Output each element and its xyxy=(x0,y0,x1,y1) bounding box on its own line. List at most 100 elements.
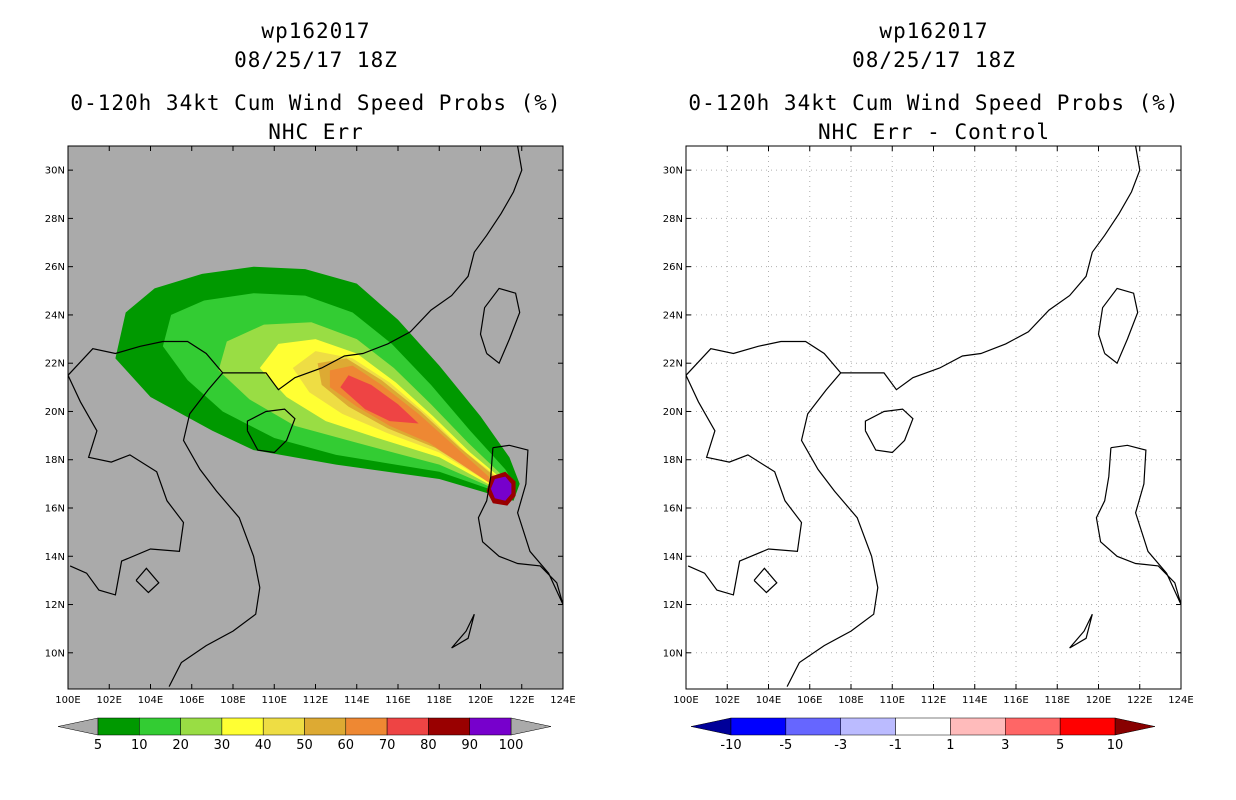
x-tick-label: 118E xyxy=(427,695,452,706)
right-title-block: wp162017 08/25/17 18Z 0-120h 34kt Cum Wi… xyxy=(686,17,1182,147)
x-tick-label: 112E xyxy=(921,695,946,706)
y-tick-label: 16N xyxy=(663,504,683,515)
x-tick-label: 110E xyxy=(262,695,287,706)
colorbar-label: 10 xyxy=(131,738,148,753)
colorbar-label: 3 xyxy=(1001,738,1009,753)
y-tick-label: 16N xyxy=(45,504,65,515)
coastline xyxy=(246,408,296,454)
colorbar-swatch xyxy=(1059,717,1116,736)
left-title-block: wp162017 08/25/17 18Z 0-120h 34kt Cum Wi… xyxy=(68,17,564,147)
colorbar-label: 90 xyxy=(461,738,478,753)
colorbar-label: 50 xyxy=(296,738,313,753)
x-tick-label: 116E xyxy=(385,695,410,706)
y-tick-label: 24N xyxy=(45,310,65,321)
colorbar-label: 100 xyxy=(499,738,524,753)
colorbar-low-arrow xyxy=(690,717,732,736)
colorbar-swatch xyxy=(785,717,841,736)
x-tick-label: 102E xyxy=(715,695,740,706)
colorbar-label: 60 xyxy=(338,738,355,753)
colorbar-label: -1 xyxy=(889,738,902,753)
x-tick-label: 106E xyxy=(179,695,204,706)
x-tick-label: 122E xyxy=(1127,695,1152,706)
y-tick-label: 28N xyxy=(663,214,683,225)
coastline xyxy=(135,567,160,594)
colorbar-swatch xyxy=(386,717,429,736)
colorbar-label: 20 xyxy=(172,738,189,753)
colorbar-swatch xyxy=(428,717,470,736)
right-title-subtitle: NHC Err - Control xyxy=(818,120,1050,144)
y-tick-label: 28N xyxy=(45,214,65,225)
colorbar-label: 1 xyxy=(946,738,954,753)
x-tick-label: 120E xyxy=(468,695,493,706)
colorbar-swatch xyxy=(950,717,1006,736)
left-map-panel: 100E 102E 104E 106E 108E 110E 112E 114E 116E 118E… xyxy=(45,145,576,706)
colorbar-swatch xyxy=(469,717,512,736)
colorbar-high-arrow xyxy=(510,717,552,736)
x-tick-label: 100E xyxy=(673,695,698,706)
y-tick-label: 22N xyxy=(663,359,683,370)
colorbar-high-arrow xyxy=(1114,717,1156,736)
y-tick-label: 22N xyxy=(45,359,65,370)
right-title-datetime: 08/25/17 18Z xyxy=(852,48,1016,72)
coastline xyxy=(1097,287,1139,365)
y-tick-label: 12N xyxy=(45,600,65,611)
left-title-storm-id: wp162017 xyxy=(261,19,371,43)
right-map-background xyxy=(686,146,1181,689)
colorbar-label: 80 xyxy=(420,738,437,753)
x-tick-label: 116E xyxy=(1003,695,1028,706)
x-tick-label: 108E xyxy=(838,695,863,706)
colorbar-label: 5 xyxy=(1056,738,1064,753)
x-tick-label: 100E xyxy=(55,695,80,706)
coastline xyxy=(479,287,521,365)
y-tick-label: 30N xyxy=(663,166,683,177)
coastline xyxy=(686,375,803,596)
coastline xyxy=(477,444,563,605)
x-tick-label: 110E xyxy=(880,695,905,706)
y-tick-label: 18N xyxy=(45,455,65,466)
coastline xyxy=(753,567,778,594)
colorbar-swatch xyxy=(895,717,951,736)
colorbar-swatch xyxy=(730,717,787,736)
left-title-product: 0-120h 34kt Cum Wind Speed Probs (%) xyxy=(70,91,562,115)
colorbar-label: -5 xyxy=(779,738,792,753)
colorbar-swatch xyxy=(97,717,140,736)
colorbar-swatch xyxy=(840,717,896,736)
x-tick-label: 114E xyxy=(962,695,987,706)
y-tick-label: 14N xyxy=(663,552,683,563)
y-tick-label: 20N xyxy=(663,407,683,418)
x-tick-label: 118E xyxy=(1045,695,1070,706)
left-colorbar: 5 10 20 30 40 50 60 70 80 90 100 xyxy=(57,717,552,753)
y-tick-label: 10N xyxy=(45,648,65,659)
coastline xyxy=(840,146,1141,391)
colorbar-label: 5 xyxy=(94,738,102,753)
y-tick-label: 10N xyxy=(663,648,683,659)
coastline xyxy=(1095,444,1181,605)
y-tick-label: 12N xyxy=(663,600,683,611)
x-tick-label: 122E xyxy=(509,695,534,706)
colorbar-label: 30 xyxy=(214,738,231,753)
colorbar-swatch xyxy=(139,717,181,736)
coastline xyxy=(451,613,475,649)
colorbar-swatch xyxy=(345,717,388,736)
left-title-subtitle: NHC Err xyxy=(268,120,364,144)
colorbar-swatch xyxy=(262,717,305,736)
right-title-product: 0-120h 34kt Cum Wind Speed Probs (%) xyxy=(688,91,1180,115)
right-map-panel: 100E 102E 104E 106E 108E 110E 112E 114E 116E 118E… xyxy=(663,145,1194,706)
y-tick-label: 30N xyxy=(45,166,65,177)
y-tick-label: 18N xyxy=(663,455,683,466)
left-title-datetime: 08/25/17 18Z xyxy=(234,48,398,72)
colorbar-swatch xyxy=(1005,717,1061,736)
y-tick-label: 24N xyxy=(663,310,683,321)
x-tick-label: 106E xyxy=(797,695,822,706)
x-tick-label: 112E xyxy=(303,695,328,706)
colorbar-swatch xyxy=(221,717,264,736)
coastline xyxy=(686,340,879,687)
x-tick-label: 124E xyxy=(550,695,575,706)
coastline xyxy=(68,375,185,596)
colorbar-label: -10 xyxy=(720,738,741,753)
colorbar-low-arrow xyxy=(57,717,99,736)
colorbar-label: 10 xyxy=(1107,738,1124,753)
coastline xyxy=(864,408,914,454)
y-tick-label: 26N xyxy=(663,262,683,273)
